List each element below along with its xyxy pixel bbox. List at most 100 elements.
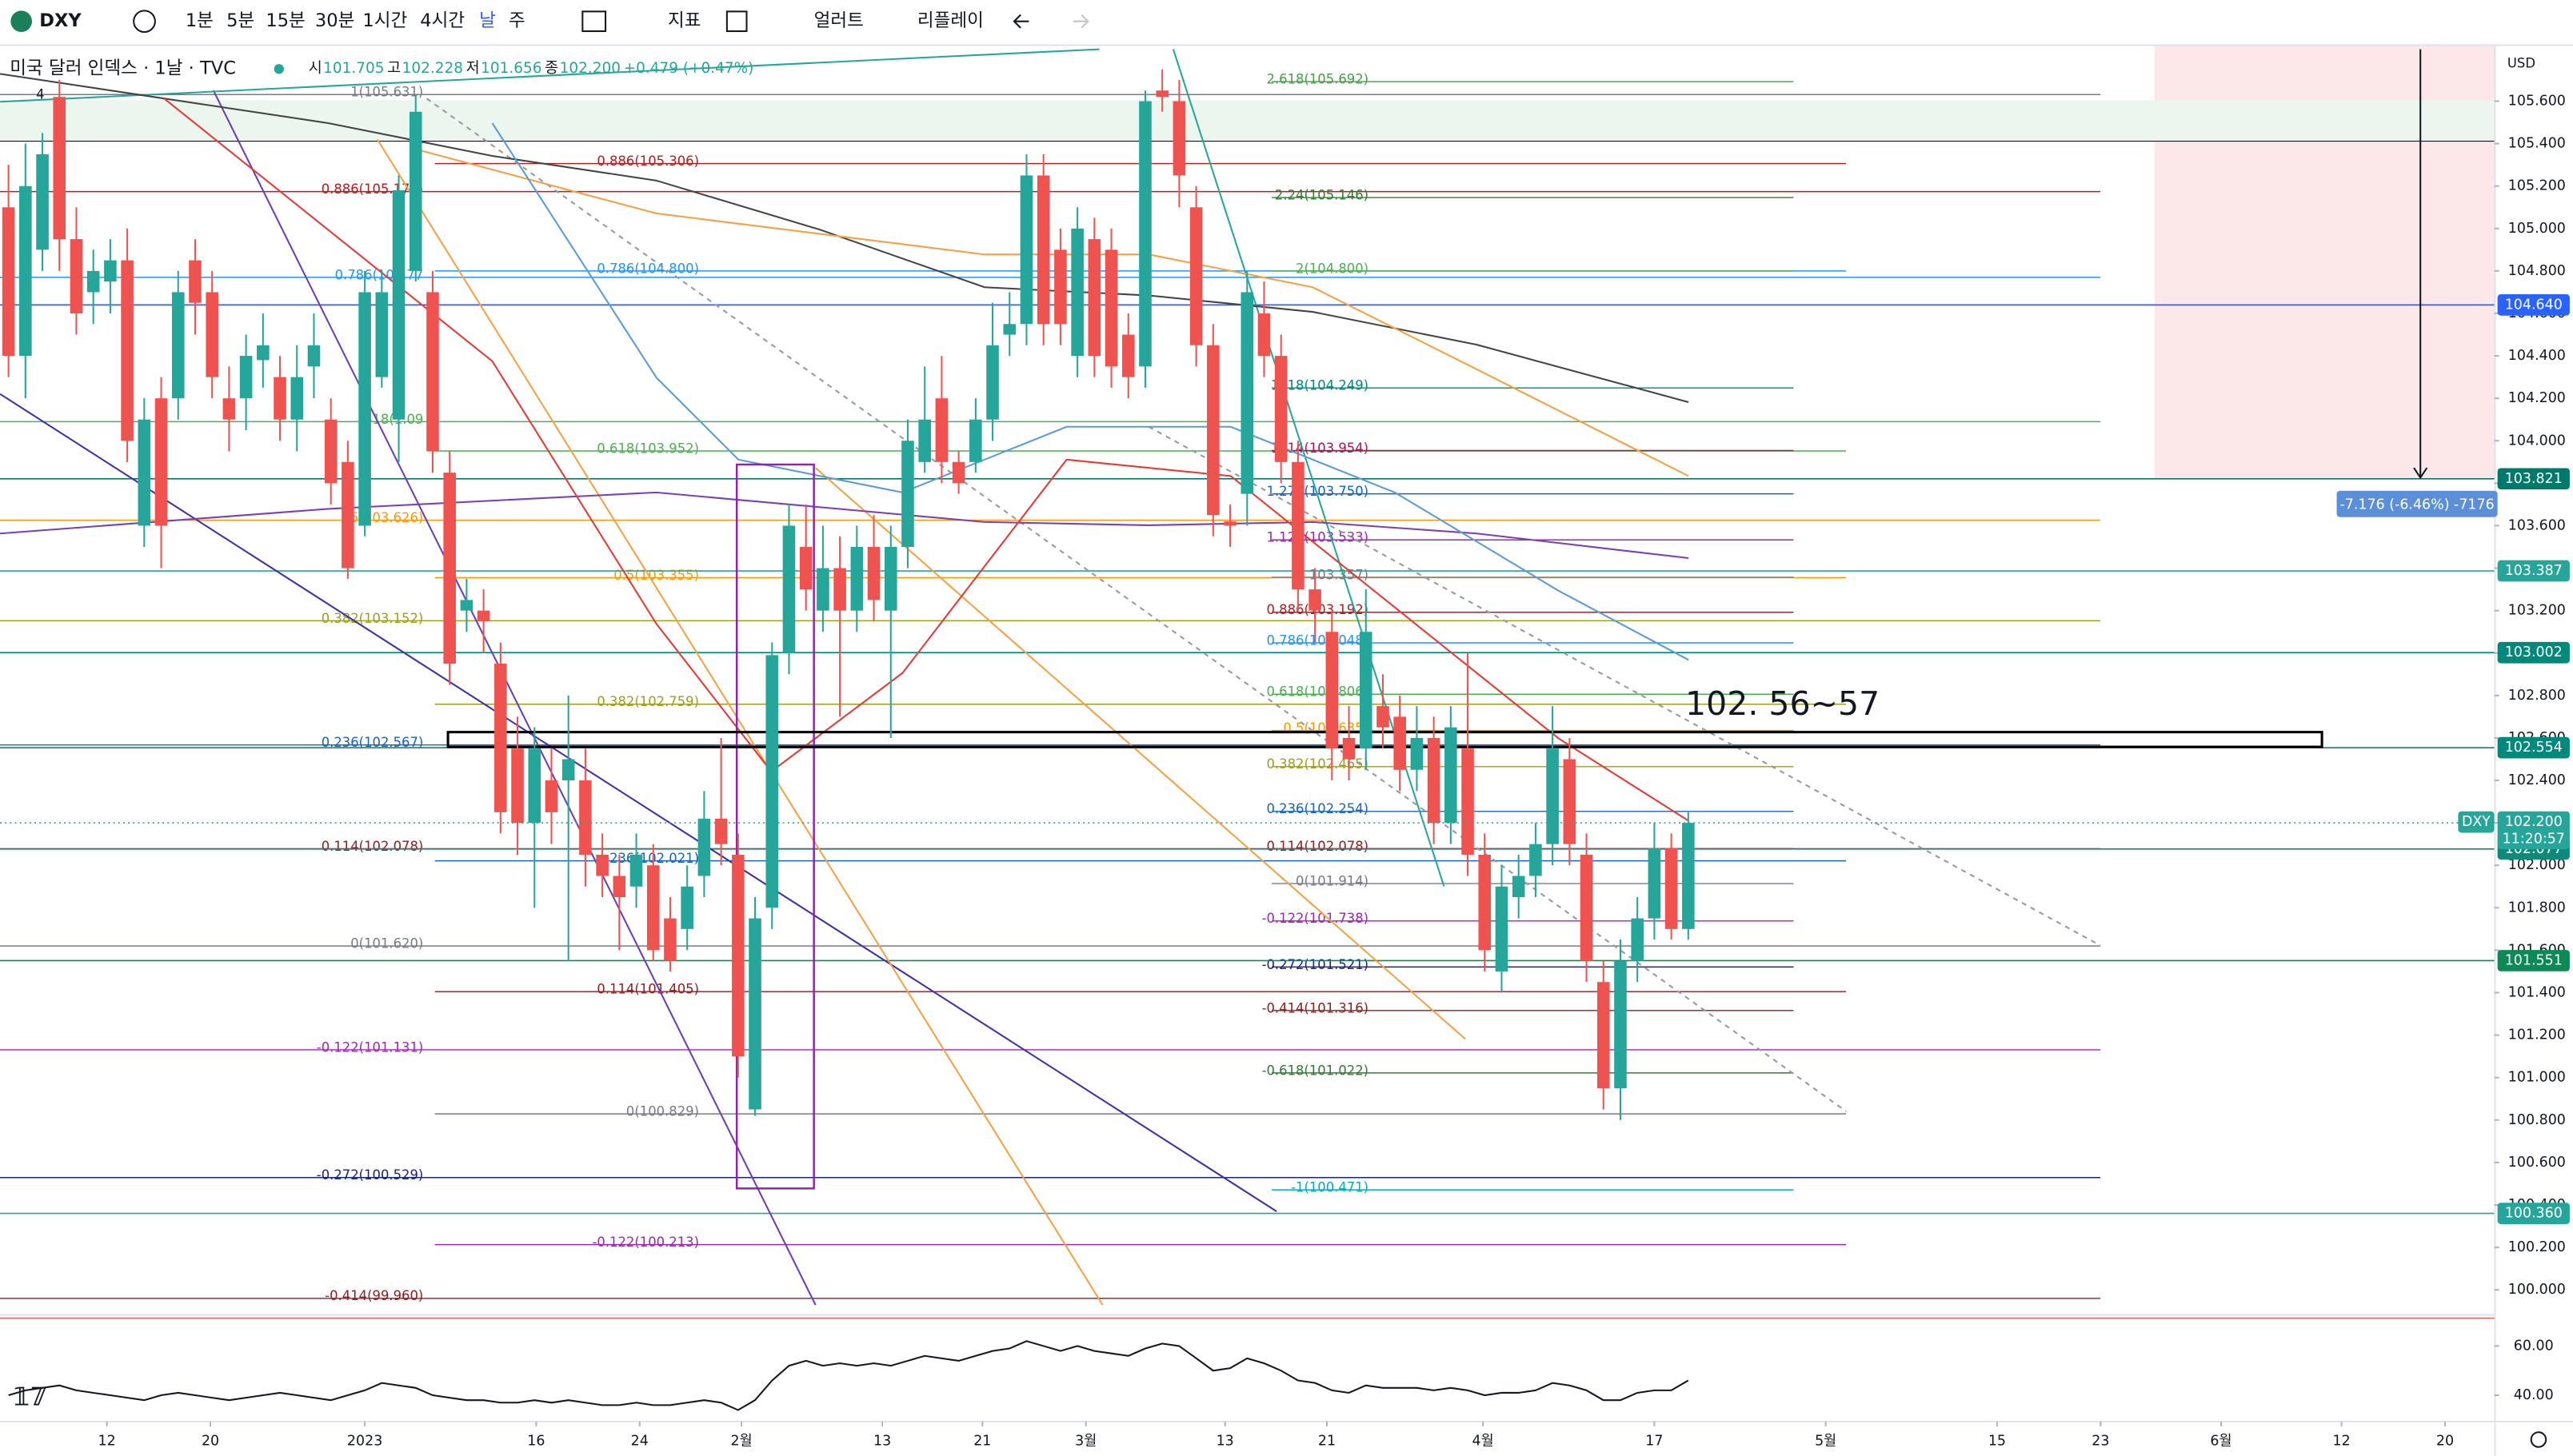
candle-body	[1580, 854, 1593, 961]
fib-level-label: 0.114(102.078)	[322, 839, 424, 854]
symbol[interactable]: DXY	[39, 10, 82, 31]
price-label: 101.551	[2505, 952, 2563, 968]
legend-key: 종	[545, 60, 558, 77]
y-tick-label: 104.800	[2508, 263, 2566, 279]
y-tick-label: 101.200	[2508, 1027, 2566, 1043]
price-label: 103.821	[2505, 471, 2563, 487]
candle-body	[561, 759, 575, 781]
settings-button[interactable]	[2530, 1431, 2547, 1448]
candle-body	[664, 918, 677, 961]
candle-body	[1173, 101, 1186, 176]
interval-button[interactable]: 1시간	[362, 10, 407, 31]
interval-button[interactable]: 1분	[186, 10, 214, 31]
x-tick-label: 13	[873, 1434, 891, 1450]
candle-body	[1325, 632, 1339, 749]
indicator-count[interactable]: 4	[36, 87, 44, 102]
price-label: 100.360	[2505, 1206, 2563, 1222]
candle-body	[1037, 175, 1050, 325]
price-label-box	[2497, 294, 2570, 316]
legend-change: +0.479 (+0.47%)	[624, 60, 754, 77]
fib-level-label: -0.618(101.022)	[1262, 1063, 1369, 1078]
x-tick-label: 15	[1988, 1434, 2006, 1450]
fib-level-label: -1(100.471)	[1291, 1180, 1368, 1195]
candle-body	[986, 345, 999, 420]
candle-body	[969, 419, 982, 462]
candle-body	[1682, 823, 1695, 929]
y-tick-label: 100.000	[2508, 1282, 2566, 1298]
y-tick-label: 102.800	[2508, 688, 2566, 704]
candle-body	[154, 398, 168, 526]
moving-average	[0, 73, 1689, 403]
candle-body	[121, 260, 134, 441]
fib-level-label: 0.114(101.405)	[597, 982, 699, 997]
candle-body	[613, 876, 626, 898]
y-tick-label: 104.000	[2508, 433, 2566, 449]
measure-box	[2336, 490, 2498, 517]
currency[interactable]: USD	[2507, 56, 2535, 71]
candle-body	[1224, 521, 1237, 526]
indicators-button[interactable]: 지표	[668, 10, 701, 31]
fib-level-label: 2(104.800)	[1296, 261, 1368, 276]
candle-body	[714, 818, 728, 844]
candle-body	[307, 345, 321, 367]
candle-body	[53, 97, 66, 240]
price-label-box	[2497, 641, 2570, 664]
y-tick-label: 103.200	[2508, 603, 2566, 619]
fib-level-label: -0.272(100.529)	[317, 1167, 424, 1183]
alert-button[interactable]: 얼러트	[814, 10, 864, 31]
highlight-box[interactable]	[735, 463, 815, 1190]
fib-layer: 1(105.631)0.886(105.174)0.786(104.77618(…	[0, 72, 2101, 1303]
layout-button[interactable]	[725, 10, 748, 33]
redo-button[interactable]	[1073, 14, 1089, 29]
interval-button[interactable]: 15분	[266, 10, 305, 31]
fib-level-label: -0.272(101.521)	[1262, 957, 1369, 972]
interval-button[interactable]: 30분	[315, 10, 354, 31]
candle-body	[1139, 101, 1152, 367]
interval-button[interactable]: 주	[509, 10, 525, 31]
candle-body	[392, 190, 406, 420]
candle-body	[1207, 345, 1220, 516]
annotation[interactable]: 102. 56~57	[1685, 684, 1880, 723]
candle-body	[36, 154, 49, 250]
candle-body	[1631, 918, 1644, 961]
candle-body	[1495, 886, 1508, 971]
y-tick-label: 101.800	[2508, 900, 2566, 915]
interval-button[interactable]: 날	[479, 10, 496, 31]
x-tick-label: 3월	[1075, 1434, 1097, 1450]
fib-level-label: -0.122(101.131)	[317, 1039, 424, 1055]
zone-box[interactable]	[446, 731, 2323, 748]
candle-body	[324, 419, 338, 484]
chart-type-button[interactable]	[581, 10, 607, 33]
x-tick-label: 20	[202, 1434, 219, 1450]
fib-level-label: 1. 18(104.249)	[1271, 378, 1368, 393]
price-label-box	[2497, 950, 2570, 971]
candle-body	[579, 780, 592, 855]
x-tick-label: 20	[2436, 1434, 2454, 1450]
candle-body	[799, 547, 813, 590]
candle-body	[70, 239, 83, 313]
candle-body	[765, 655, 779, 908]
interval-group: 1분 5분 15분 30분 1시간 4시간 날 주	[186, 10, 525, 31]
candle-body	[1189, 207, 1203, 345]
candle-body	[1121, 334, 1135, 377]
candle-body	[1257, 313, 1271, 357]
candle-body	[1359, 632, 1372, 749]
price-label: 104.640	[2505, 297, 2563, 313]
replay-button[interactable]: 리플레이	[917, 10, 984, 31]
x-tick-label: 2023	[347, 1434, 382, 1450]
fib-level-label: 236(102.021)	[609, 851, 699, 866]
interval-button[interactable]: 4시간	[420, 10, 465, 31]
add-symbol-button[interactable]	[133, 10, 156, 34]
y-tick-label: 105.400	[2508, 136, 2566, 152]
candle-body	[494, 664, 507, 812]
price-label: 102.554	[2505, 740, 2563, 756]
interval-button[interactable]: 5분	[226, 10, 254, 31]
candle-body	[681, 886, 693, 929]
y-tick-label: 104.200	[2508, 390, 2566, 406]
fib-level-label: -0.122(101.738)	[1262, 911, 1369, 926]
undo-button[interactable]	[1013, 14, 1029, 29]
trend-line	[0, 48, 1100, 103]
x-tick-label: 24	[631, 1434, 649, 1450]
fib-level-label: 0.382(102.759)	[597, 694, 699, 709]
